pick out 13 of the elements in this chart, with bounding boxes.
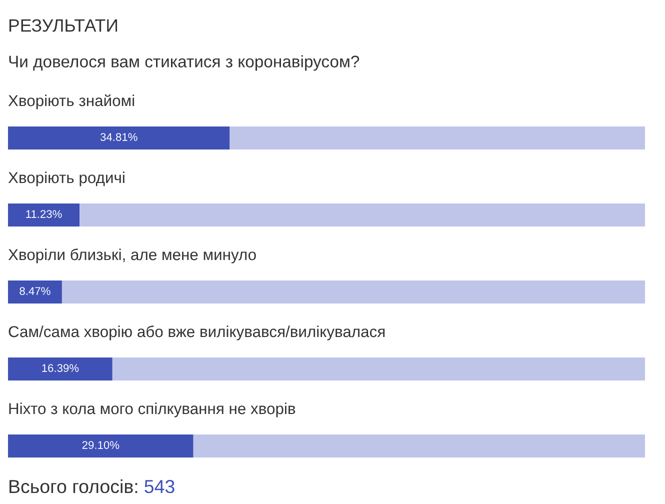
data-label: 34.81% bbox=[100, 133, 138, 141]
chart-subtitle: Чи довелося вам стикатися з коронавірусом? bbox=[9, 55, 360, 71]
y-tick-label: Хворіють родичі bbox=[8, 172, 124, 186]
chart-title: РЕЗУЛЬТАТИ bbox=[9, 19, 118, 32]
data-label: 8.47% bbox=[20, 287, 50, 295]
data-label: 29.10% bbox=[82, 441, 120, 449]
y-tick-label: Хворіють знайомі bbox=[8, 94, 134, 110]
y-tick-label: Сам/сама хворію або вже вилікувався/вилікувалася bbox=[8, 326, 385, 340]
y-tick-label: Хворіли близькі, але мене минуло bbox=[8, 248, 256, 264]
data-label: 11.23% bbox=[26, 210, 62, 218]
data-label: 16.39% bbox=[42, 364, 79, 372]
text: Всього голосів: 543 bbox=[10, 479, 174, 494]
y-tick-label: Ніхто з кола мого спілкування не хворів bbox=[9, 402, 296, 418]
